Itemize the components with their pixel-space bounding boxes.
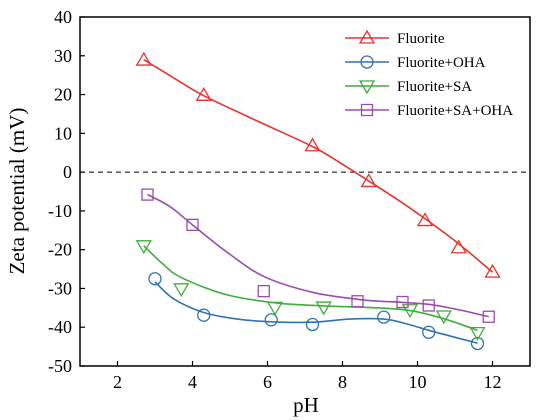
y-tick-label: -50 <box>48 356 72 376</box>
data-point-fluorite <box>452 241 466 253</box>
x-tick-label: 10 <box>409 372 427 392</box>
x-tick-label: 12 <box>484 372 502 392</box>
data-point-fluorite-oha <box>265 314 277 326</box>
y-tick-label: 20 <box>54 85 72 105</box>
y-tick-label: 0 <box>63 162 72 182</box>
y-tick-label: 40 <box>54 7 72 27</box>
x-tick-label: 2 <box>113 372 122 392</box>
legend-label-fluorite-oha: Fluorite+OHA <box>397 55 486 71</box>
y-tick-label: -10 <box>48 201 72 221</box>
data-point-fluorite-oha <box>198 309 210 321</box>
legend-marker-fluorite <box>360 31 374 43</box>
y-tick-label: 30 <box>54 46 72 66</box>
x-axis-title: pH <box>293 393 319 417</box>
y-axis-title: Zeta potential (mV) <box>5 108 29 275</box>
legend-marker-fluorite-sa <box>360 81 374 93</box>
series-line-fluorite-sa <box>144 246 478 331</box>
x-tick-label: 8 <box>338 372 347 392</box>
legend-label-fluorite-sa: Fluorite+SA <box>397 79 472 95</box>
legend: Fluorite Fluorite+OHA Fluorite+SA Fluorite+… <box>345 31 513 119</box>
legend-label-fluorite-sa-oha: Fluorite+SA+OHA <box>397 103 513 119</box>
x-tick-label: 6 <box>263 372 272 392</box>
data-point-fluorite-sa <box>174 284 188 296</box>
y-tick-label: -30 <box>48 278 72 298</box>
legend-label-fluorite: Fluorite <box>397 31 445 47</box>
series-line-fluorite-oha <box>155 282 478 343</box>
data-point-fluorite-oha <box>378 311 390 323</box>
data-point-fluorite-sa <box>268 302 282 314</box>
y-tick-label: -40 <box>48 317 72 337</box>
x-tick-label: 4 <box>188 372 197 392</box>
data-point-fluorite-oha <box>307 319 319 331</box>
data-point-fluorite-sa-oha <box>352 296 363 307</box>
series-line-fluorite-sa-oha <box>148 195 489 317</box>
data-point-fluorite-sa-oha <box>258 286 269 297</box>
data-markers <box>137 53 500 349</box>
y-tick-label: -20 <box>48 240 72 260</box>
y-tick-label: 10 <box>54 123 72 143</box>
data-point-fluorite-sa <box>317 302 331 314</box>
